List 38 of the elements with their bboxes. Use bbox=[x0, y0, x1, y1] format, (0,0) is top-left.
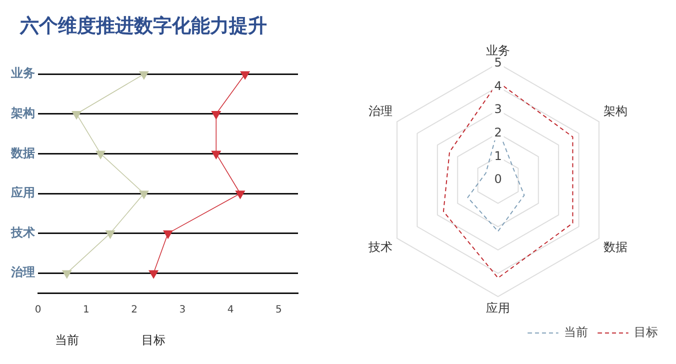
point bbox=[105, 230, 115, 239]
point bbox=[148, 270, 158, 278]
spoke-label: 治理 bbox=[368, 104, 393, 118]
x-tick-label: 1 bbox=[82, 304, 90, 316]
spoke-label: 技术 bbox=[368, 240, 393, 254]
chart-title: 六个维度推进数字化能力提升 bbox=[18, 14, 268, 39]
y-tick-label: 0 bbox=[494, 172, 502, 186]
x-tick-label: 2 bbox=[131, 304, 138, 316]
y-tick-label: 5 bbox=[494, 56, 502, 70]
point bbox=[211, 111, 221, 120]
y-tick-label: 架构 bbox=[10, 106, 35, 120]
y-tick-label: 2 bbox=[494, 125, 502, 140]
y-tick-label: 技术 bbox=[10, 225, 35, 240]
y-tick-label: 4 bbox=[494, 78, 502, 93]
legend-label: 目标 bbox=[634, 325, 658, 340]
point bbox=[62, 270, 72, 278]
y-tick-label: 3 bbox=[494, 102, 502, 116]
y-tick-label: 1 bbox=[494, 148, 502, 163]
spoke-label: 数据 bbox=[603, 240, 628, 254]
x-tick-label: 3 bbox=[179, 304, 186, 316]
text: 目标 bbox=[142, 333, 166, 348]
y-tick-label: 数据 bbox=[10, 146, 35, 160]
point bbox=[139, 71, 149, 80]
y-tick-label: 治理 bbox=[10, 265, 35, 280]
x-tick-label: 4 bbox=[227, 304, 234, 316]
point bbox=[96, 150, 106, 160]
x-tick-label: 5 bbox=[276, 304, 282, 316]
point bbox=[240, 71, 250, 80]
spoke-label: 架构 bbox=[603, 104, 628, 118]
point bbox=[72, 111, 82, 120]
y-tick-label: 业务 bbox=[10, 66, 35, 80]
y-tick-label: 应用 bbox=[10, 186, 35, 200]
text: 当前 bbox=[54, 333, 79, 348]
point bbox=[235, 190, 245, 199]
point bbox=[163, 230, 173, 239]
legend-label: 当前 bbox=[564, 325, 588, 340]
point bbox=[211, 150, 221, 160]
point bbox=[139, 190, 149, 199]
